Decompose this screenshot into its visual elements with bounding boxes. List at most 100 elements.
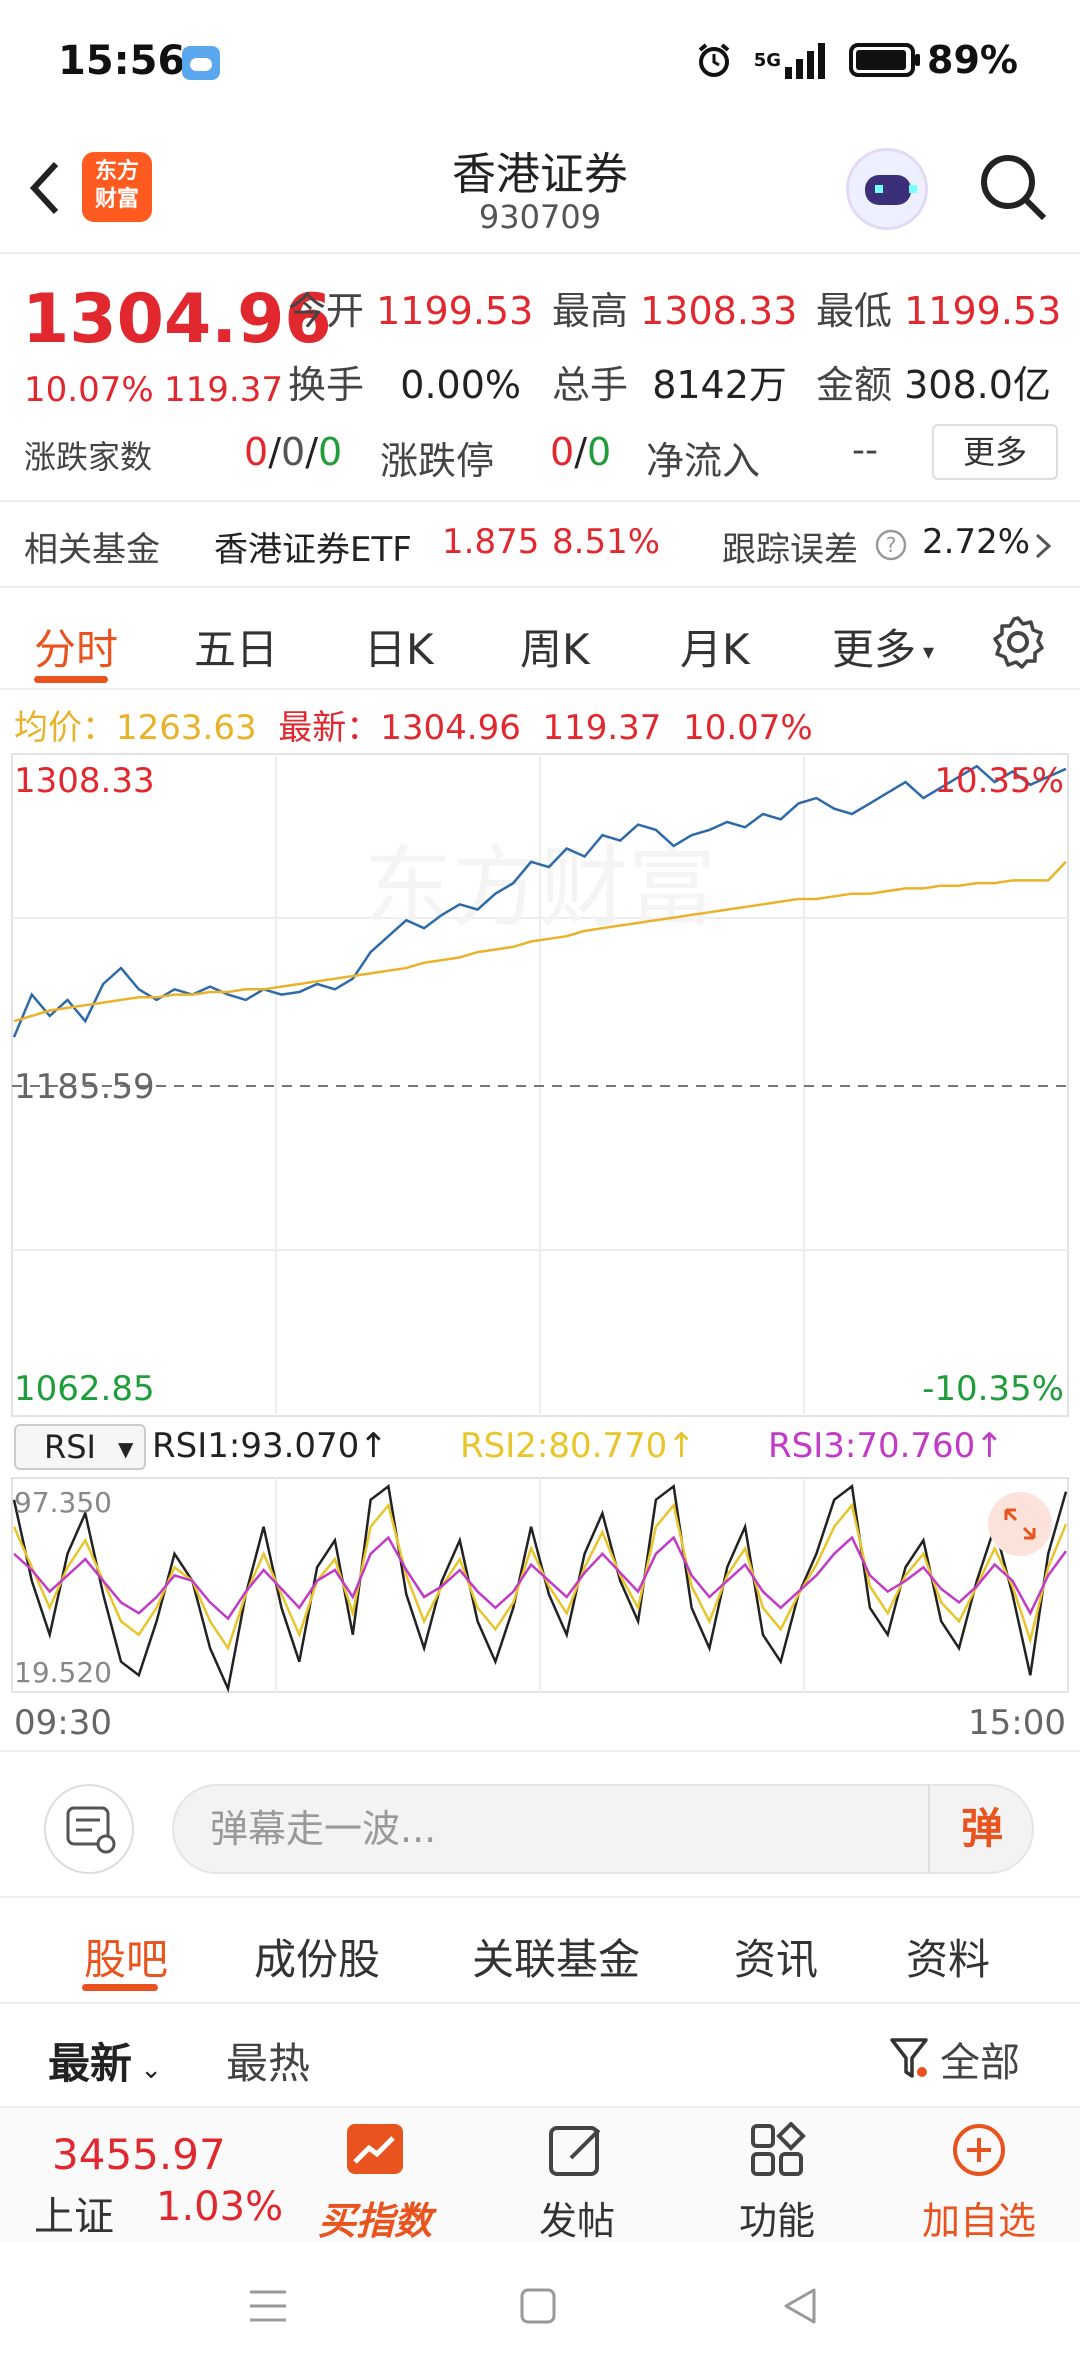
assistant-robot-icon[interactable]	[846, 148, 928, 230]
weather-icon	[182, 46, 220, 80]
quote-panel: 1304.96 10.07% 119.37 今开 1199.53 最高 1308…	[0, 256, 1080, 588]
watermark: 东方财富	[364, 836, 716, 939]
functions-button[interactable]: 功能	[702, 2122, 852, 2245]
related-fund-pct: 8.51%	[552, 522, 661, 562]
edit-icon	[549, 2126, 601, 2176]
more-stats-button[interactable]: 更多	[932, 424, 1058, 480]
sort-hot[interactable]: 最热	[226, 2039, 311, 2088]
danmu-send-button[interactable]: 弹	[928, 1784, 1034, 1874]
active-tab-indicator	[34, 676, 108, 683]
grid-icon	[751, 2122, 806, 2176]
content-tabs: 股吧 成份股 关联基金 资讯 资料	[0, 1900, 1080, 2004]
filter-button[interactable]: 全部	[888, 2030, 1020, 2088]
tracking-error-label: 跟踪误差	[722, 530, 858, 570]
gear-icon[interactable]	[990, 614, 1046, 670]
intraday-chart[interactable]: 东方财富 1308.33 1185.59 1062.85 10.35% -10.…	[0, 748, 1080, 1424]
volume-stat: 总手 8142万	[552, 363, 787, 407]
chevron-left-icon	[29, 161, 59, 215]
back-button[interactable]	[26, 158, 66, 218]
home-icon[interactable]	[518, 2286, 558, 2326]
sort-latest[interactable]: 最新 ⌄	[48, 2039, 163, 2088]
related-fund-name: 香港证券ETF	[214, 530, 412, 570]
change-value: 119.37	[164, 370, 283, 410]
index-value[interactable]: 3455.97	[52, 2130, 226, 2179]
active-subtab-indicator	[82, 1984, 158, 1991]
tab-day-k[interactable]: 日K	[364, 625, 434, 674]
rsi-max-label: 97.350	[14, 1486, 112, 1519]
index-name[interactable]: 上证	[34, 2194, 114, 2240]
rsi-chart[interactable]: 97.350 19.520 09:30 15:00	[0, 1476, 1080, 1740]
chart-tabs: 分时 五日 日K 周K 月K 更多 ▾	[0, 590, 1080, 690]
system-nav-bar	[0, 2242, 1080, 2376]
status-time: 15:56	[58, 38, 186, 84]
price-info-line: 均价：1263.63 最新：1304.96 119.37 10.07%	[14, 708, 813, 748]
limit-values: 0/0	[550, 430, 612, 474]
danmu-input[interactable]: 弹幕走一波...	[172, 1784, 1034, 1874]
open-stat: 今开 1199.53	[288, 289, 534, 333]
pct-min-label: -10.35%	[922, 1369, 1064, 1409]
tracking-error-value: 2.72%	[922, 522, 1031, 562]
rsi1-value: RSI1:93.070↑	[152, 1426, 388, 1466]
back-nav-icon[interactable]	[780, 2286, 820, 2326]
tab-constituents[interactable]: 成份股	[254, 1935, 381, 1984]
status-right: 5G 89%	[694, 38, 1018, 82]
filter-icon	[890, 2038, 928, 2078]
app-logo[interactable]: 东方财富	[82, 152, 152, 222]
status-bar: 15:56 5G 89%	[0, 0, 1080, 128]
plus-circle-icon	[953, 2124, 1005, 2176]
danmu-bar: 弹幕走一波... 弹	[0, 1750, 1080, 1898]
tab-more[interactable]: 更多 ▾	[832, 625, 935, 674]
adv-dec-label: 涨跌家数	[24, 438, 153, 476]
rsi3-value: RSI3:70.760↑	[768, 1426, 1004, 1466]
y-max-label: 1308.33	[14, 761, 155, 801]
help-icon[interactable]: ?	[874, 528, 908, 562]
tab-week-k[interactable]: 周K	[520, 625, 590, 674]
change-percent: 10.07%	[24, 370, 154, 410]
x-start-label: 09:30	[14, 1703, 112, 1740]
sort-bar: 最新 ⌄ 最热 全部	[0, 2006, 1080, 2102]
indicator-select[interactable]: RSI ▼	[14, 1424, 146, 1470]
tab-related-funds[interactable]: 关联基金	[472, 1935, 641, 1984]
amount-stat: 金额 308.0亿	[816, 363, 1051, 407]
tab-forum[interactable]: 股吧	[84, 1935, 169, 1984]
tab-month-k[interactable]: 月K	[680, 625, 750, 674]
add-watchlist-button[interactable]: 加自选	[904, 2122, 1054, 2245]
turnover-stat: 换手 0.00%	[288, 363, 521, 407]
rsi2-value: RSI2:80.770↑	[460, 1426, 696, 1466]
pct-max-label: 10.35%	[934, 761, 1064, 801]
expand-icon[interactable]	[988, 1492, 1052, 1556]
battery-level: 89%	[927, 38, 1018, 82]
x-end-label: 15:00	[968, 1703, 1066, 1740]
tab-intraday[interactable]: 分时	[34, 625, 119, 674]
netflow-label: 净流入	[646, 439, 761, 483]
signal-icon	[785, 43, 826, 79]
series-line-rsi2	[12, 1502, 1068, 1652]
tab-five-day[interactable]: 五日	[194, 625, 279, 674]
alarm-icon	[698, 43, 729, 77]
menu-icon[interactable]	[248, 2288, 288, 2324]
buy-index-button[interactable]: 买指数	[300, 2122, 450, 2245]
tab-profile[interactable]: 资料	[906, 1935, 991, 1984]
series-line-rsi1	[12, 1484, 1068, 1693]
related-fund-row[interactable]: 相关基金 香港证券ETF 1.875 8.51% 跟踪误差 ? 2.72%	[0, 500, 1080, 588]
index-pct[interactable]: 1.03%	[156, 2184, 284, 2230]
battery-icon	[849, 43, 921, 77]
search-icon	[981, 155, 1047, 221]
series-line-avg	[13, 860, 1067, 1023]
danmu-settings-button[interactable]	[44, 1784, 134, 1874]
rsi-min-label: 19.520	[14, 1656, 112, 1689]
adv-dec-values: 0/0/0	[244, 430, 343, 474]
app-header: 东方财富 香港证券 930709	[0, 128, 1080, 254]
y-mid-label: 1185.59	[14, 1067, 155, 1107]
post-button[interactable]: 发帖	[502, 2122, 652, 2245]
rsi-header: RSI ▼ RSI1:93.070↑ RSI2:80.770↑ RSI3:70.7…	[14, 1424, 1074, 1472]
netflow-value: --	[852, 430, 878, 471]
search-button[interactable]	[978, 152, 1048, 222]
y-min-label: 1062.85	[14, 1369, 155, 1409]
tab-news[interactable]: 资讯	[734, 1935, 819, 1984]
low-stat: 最低 1199.53	[816, 289, 1062, 333]
limit-label: 涨跌停	[380, 439, 495, 483]
trend-up-icon	[347, 2124, 403, 2174]
stock-code: 930709	[478, 198, 602, 236]
danmu-settings-icon	[66, 1806, 116, 1854]
